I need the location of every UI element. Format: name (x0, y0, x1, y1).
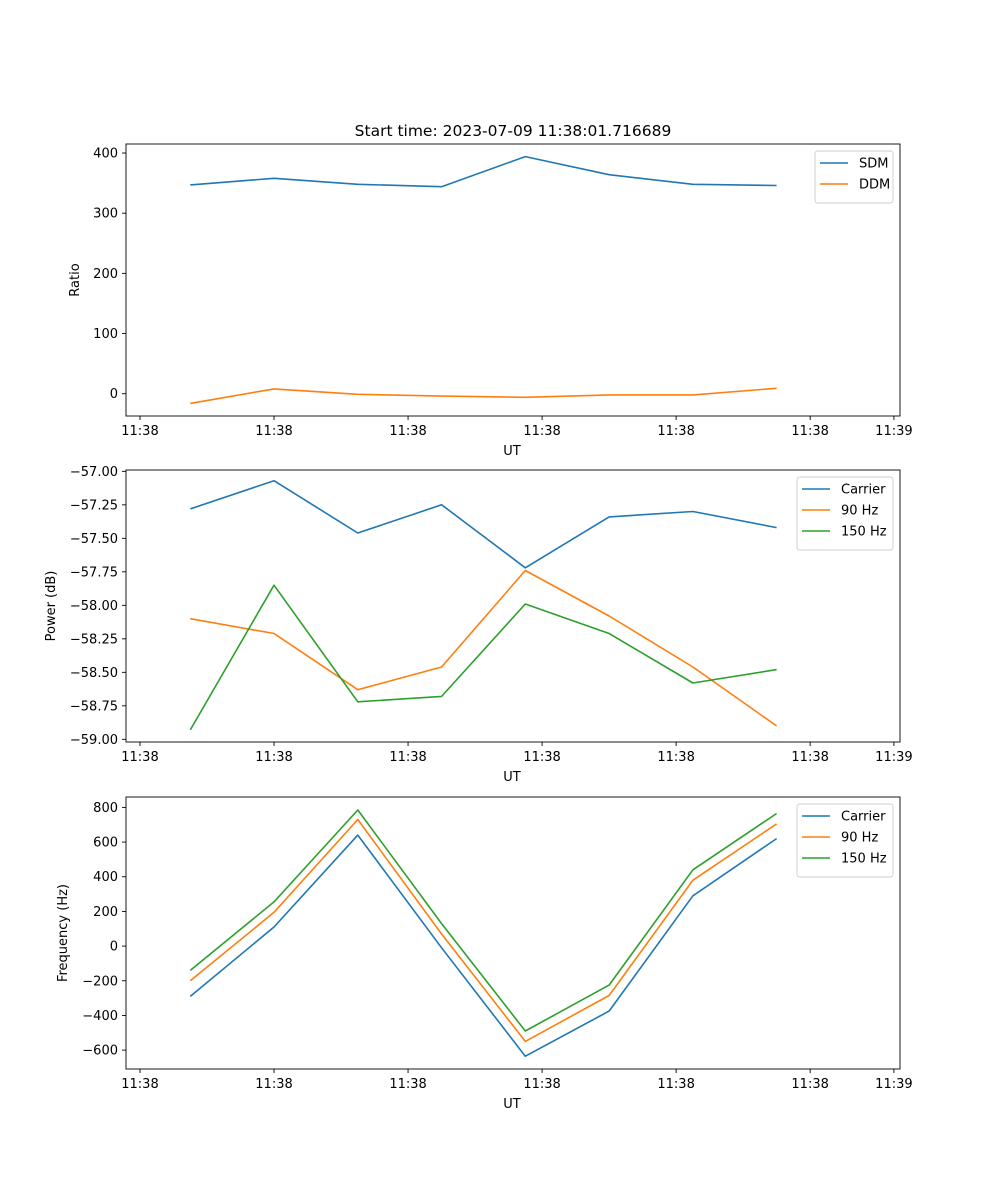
plot-area (126, 797, 900, 1069)
y-tick-label: 300 (93, 207, 118, 222)
legend-entry: DDM (859, 178, 890, 193)
x-tick-label: 11:38 (523, 424, 560, 439)
y-tick-label: −57.50 (70, 532, 118, 547)
chart-panel-1: 0 100 200 300 400 11:38 11:38 11:38 11:38 11:38 11… (68, 143, 913, 459)
x-tick-label: 11:38 (523, 750, 560, 765)
y-tick-label: 800 (93, 801, 118, 816)
y-tick-label: −600 (82, 1044, 118, 1059)
y-tick-label: 0 (110, 940, 118, 955)
axes-frame (125, 469, 901, 743)
x-tick-label: 11:38 (121, 424, 158, 439)
legend: SDM DDM (814, 150, 894, 204)
x-tick-label: 11:39 (875, 424, 912, 439)
y-axis-label: Power (dB) (44, 571, 59, 642)
x-tick-label: 11:39 (875, 750, 912, 765)
series-line-carrier (190, 479, 777, 569)
series-line-sdm (190, 155, 777, 188)
legend-entry: SDM (859, 157, 888, 172)
y-tick-label: −58.50 (70, 666, 118, 681)
legend-entry: Carrier (841, 483, 886, 498)
legend-entry: Carrier (841, 810, 886, 825)
y-tick-label: 200 (93, 905, 118, 920)
y-tick-label: 600 (93, 836, 118, 851)
plot-area (126, 470, 900, 742)
axes-frame (125, 143, 901, 417)
y-tick-label: −57.00 (70, 465, 118, 480)
series-line-ddm (190, 387, 777, 405)
legend-entry: 90 Hz (841, 831, 878, 846)
y-tick-label: −58.25 (70, 632, 118, 647)
axes-frame (125, 796, 901, 1070)
chart-panel-2: −59.00 −58.75 −58.50 −58.25 −58.00 −57.75 −57.… (44, 465, 913, 785)
x-tick-label: 11:38 (791, 750, 828, 765)
x-tick-label: 11:38 (389, 1077, 426, 1092)
x-tick-label: 11:38 (255, 424, 292, 439)
y-tick-label: 400 (93, 870, 118, 885)
y-tick-label: −57.25 (70, 498, 118, 513)
y-tick-label: 100 (93, 327, 118, 342)
x-axis-label: UT (503, 1097, 521, 1112)
legend: Carrier 90 Hz 150 Hz (796, 476, 894, 551)
y-tick-label: −59.00 (70, 733, 118, 748)
legend-entry: 150 Hz (841, 525, 887, 540)
x-axis-label: UT (503, 770, 521, 785)
series-line-90-hz (190, 569, 778, 727)
x-tick-label: 11:38 (255, 1077, 292, 1092)
y-axis-label: Ratio (68, 263, 83, 296)
x-tick-label: 11:38 (389, 750, 426, 765)
plot-area (126, 144, 900, 416)
y-tick-label: −58.75 (70, 699, 118, 714)
y-tick-label: 0 (110, 387, 118, 402)
x-tick-label: 11:38 (121, 1077, 158, 1092)
x-tick-label: 11:38 (523, 1077, 560, 1092)
x-tick-label: 11:38 (255, 750, 292, 765)
x-tick-label: 11:38 (389, 424, 426, 439)
series-line-150-hz (189, 584, 777, 731)
series-line-90-hz (189, 818, 778, 1043)
legend-entry: 90 Hz (841, 504, 878, 519)
legend-entry: 150 Hz (841, 852, 887, 867)
y-tick-label: −57.75 (70, 565, 118, 580)
x-tick-label: 11:38 (121, 750, 158, 765)
x-tick-label: 11:38 (657, 1077, 694, 1092)
series-line-150-hz (189, 809, 778, 1032)
y-tick-label: 200 (93, 267, 118, 282)
x-tick-label: 11:38 (657, 424, 694, 439)
y-tick-label: −400 (82, 1009, 118, 1024)
x-tick-label: 11:39 (875, 1077, 912, 1092)
chart-panel-3: −600 −400 −200 0 200 400 600 800 11:38 11:38 11:38… (56, 796, 913, 1112)
x-tick-label: 11:38 (791, 1077, 828, 1092)
y-axis-label: Frequency (Hz) (56, 884, 71, 982)
legend-box (814, 150, 894, 204)
series-line-carrier (189, 834, 778, 1057)
panels: 0 100 200 300 400 11:38 11:38 11:38 11:38 11:38 11… (44, 143, 913, 1112)
figure-title: Start time: 2023-07-09 11:38:01.716689 (355, 122, 672, 140)
x-axis-label: UT (503, 444, 521, 459)
y-tick-label: −200 (82, 974, 118, 989)
y-tick-label: 400 (93, 147, 118, 162)
y-tick-label: −58.00 (70, 599, 118, 614)
x-tick-label: 11:38 (657, 750, 694, 765)
legend: Carrier 90 Hz 150 Hz (796, 803, 894, 878)
x-tick-label: 11:38 (791, 424, 828, 439)
